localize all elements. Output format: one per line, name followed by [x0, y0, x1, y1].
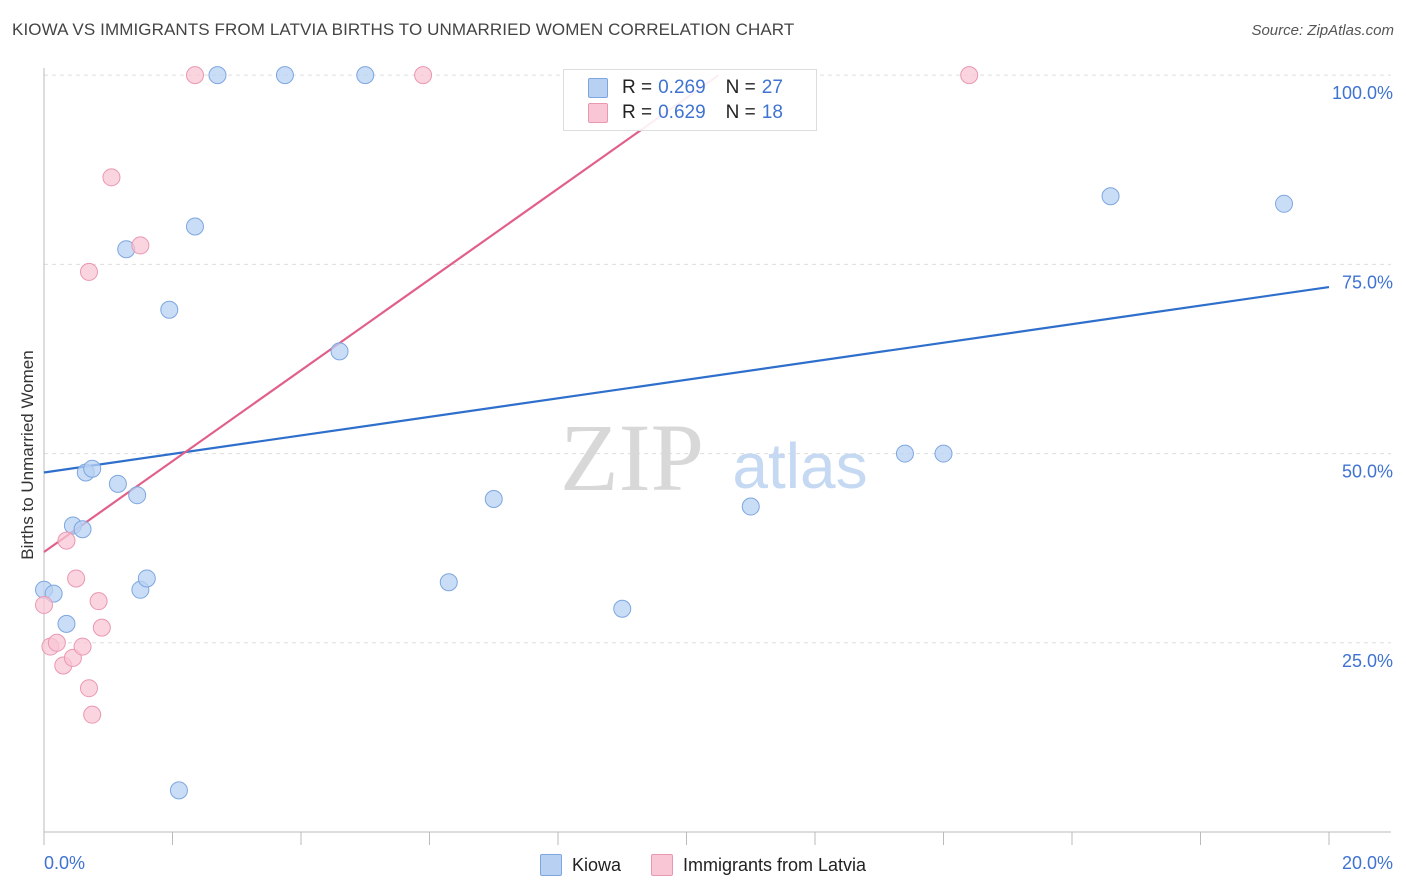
kiowa-point	[1275, 194, 1294, 213]
kiowa-point	[137, 569, 156, 588]
x-tick-label: 0.0%	[44, 853, 85, 873]
chart-title: KIOWA VS IMMIGRANTS FROM LATVIA BIRTHS T…	[12, 20, 795, 39]
latvia-point	[102, 168, 121, 187]
legend-label-kiowa: Kiowa	[571, 854, 621, 875]
y-tick-label: 50.0%	[1342, 462, 1393, 482]
legend-row-latvia: R = 0.629 N = 18	[588, 101, 783, 125]
latvia-point	[83, 705, 102, 724]
latvia-point	[35, 595, 53, 614]
axes	[43, 68, 1391, 845]
kiowa-swatch	[539, 854, 562, 876]
kiowa-point	[1101, 187, 1120, 206]
kiowa-point	[128, 486, 147, 505]
x-tick-label: 20.0%	[1342, 853, 1393, 873]
trend-lines	[43, 74, 1330, 553]
latvia-point	[89, 592, 108, 611]
kiowa-point	[57, 614, 76, 633]
latvia-point	[67, 569, 86, 588]
correlation-legend: R = 0.269 N = 27 R = 0.629 N = 18	[563, 69, 817, 131]
kiowa-point	[895, 444, 914, 463]
latvia-point	[79, 262, 98, 281]
latvia-swatch	[650, 854, 673, 876]
y-tick-label: 100.0%	[1332, 83, 1393, 103]
latvia-point	[73, 637, 92, 656]
legend-item-kiowa[interactable]: Kiowa	[539, 854, 621, 876]
kiowa-point	[934, 444, 953, 463]
legend-r-label: R =	[622, 102, 653, 123]
legend-r-value: 0.629	[658, 102, 706, 123]
legend-item-latvia[interactable]: Immigrants from Latvia	[650, 854, 867, 876]
kiowa-point	[275, 66, 294, 85]
legend-n-value: 27	[761, 77, 783, 98]
kiowa-point	[108, 474, 127, 493]
kiowa-point	[73, 520, 92, 539]
data-points	[35, 66, 1294, 800]
latvia-point	[57, 531, 76, 550]
latvia-point	[414, 66, 433, 85]
legend-r-label: R =	[622, 77, 653, 98]
kiowa-point	[613, 599, 632, 618]
kiowa-point	[484, 489, 503, 508]
latvia-point	[960, 66, 979, 85]
kiowa-trend-line	[43, 285, 1330, 474]
kiowa-point	[83, 459, 102, 478]
kiowa-point	[330, 342, 349, 361]
latvia-swatch	[588, 103, 608, 123]
y-tick-label: 25.0%	[1342, 651, 1393, 671]
y-tick-label: 75.0%	[1342, 272, 1393, 292]
kiowa-point	[208, 66, 227, 85]
kiowa-point	[439, 573, 458, 592]
kiowa-point	[741, 497, 760, 516]
legend-label-latvia: Immigrants from Latvia	[682, 854, 867, 875]
legend-row-kiowa: R = 0.269 N = 27	[588, 76, 783, 100]
latvia-point	[185, 66, 204, 85]
kiowa-point	[169, 781, 188, 800]
legend-r-value: 0.269	[658, 77, 706, 98]
latvia-point	[47, 633, 66, 652]
series-legend: Kiowa Immigrants from Latvia	[0, 852, 1406, 878]
gridlines	[44, 74, 1391, 644]
tick-labels: 25.0% 50.0% 75.0% 100.0% 0.0% 20.0%	[44, 83, 1393, 873]
legend-n-label: N =	[725, 77, 756, 98]
watermark-atlas: atlas	[732, 430, 867, 502]
watermark-zip: ZIP	[560, 404, 704, 511]
kiowa-point	[160, 300, 179, 319]
kiowa-point	[185, 217, 204, 236]
kiowa-point	[356, 66, 375, 85]
source-credit: Source: ZipAtlas.com	[1251, 22, 1394, 39]
latvia-point	[79, 679, 98, 698]
watermark: ZIP atlas	[560, 404, 868, 511]
legend-n-value: 18	[761, 102, 783, 123]
latvia-point	[92, 618, 111, 637]
kiowa-swatch	[588, 78, 608, 98]
legend-n-label: N =	[725, 102, 756, 123]
latvia-point	[131, 236, 150, 255]
latvia-trend-line	[43, 74, 720, 553]
